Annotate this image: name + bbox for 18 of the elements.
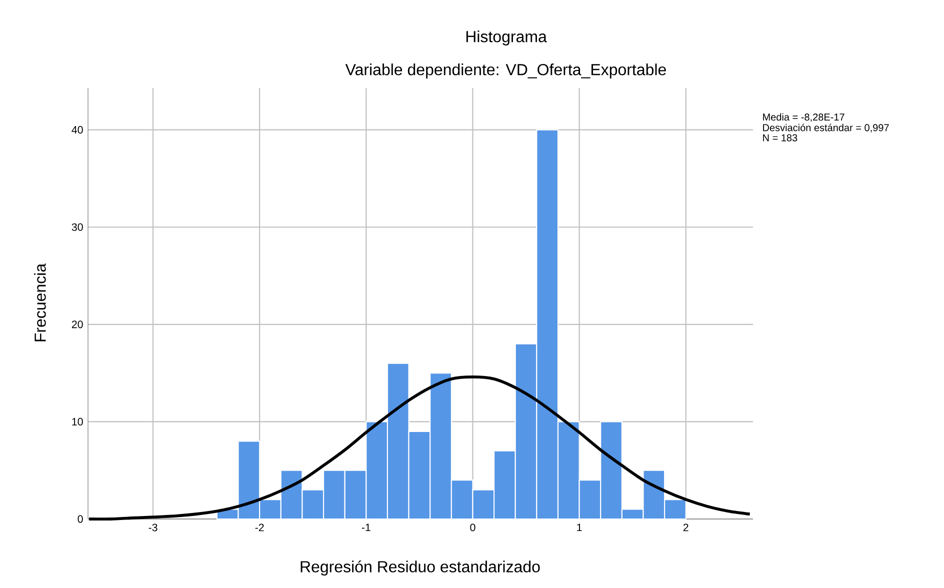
x-tick-label: 0 (470, 524, 476, 532)
text: N = 183 (763, 134, 798, 142)
y-tick-label: 10 (72, 418, 83, 426)
y-axis-title: Frecuencia (34, 263, 46, 342)
y-tick-label: 30 (72, 223, 83, 231)
x-tick-label: 1 (577, 524, 582, 532)
x-axis-title: Regresión Residuo estandarizado (300, 560, 540, 576)
x-tick-label: -3 (148, 524, 158, 532)
y-tick-label: 40 (72, 126, 83, 134)
chart-title: Histograma (466, 30, 547, 46)
chart-subtitle: Variable dependiente: VD_Oferta_Exportable (345, 64, 666, 78)
x-tick-label: -1 (362, 524, 370, 532)
text: Desviación estándar = 0,997 (763, 124, 889, 132)
y-tick-label: 20 (72, 320, 83, 328)
x-tick-label: -2 (255, 524, 264, 532)
y-tick-label: 0 (78, 515, 83, 523)
x-tick-label: 2 (683, 524, 688, 532)
text: Media = -8,28E-17 (763, 113, 844, 122)
